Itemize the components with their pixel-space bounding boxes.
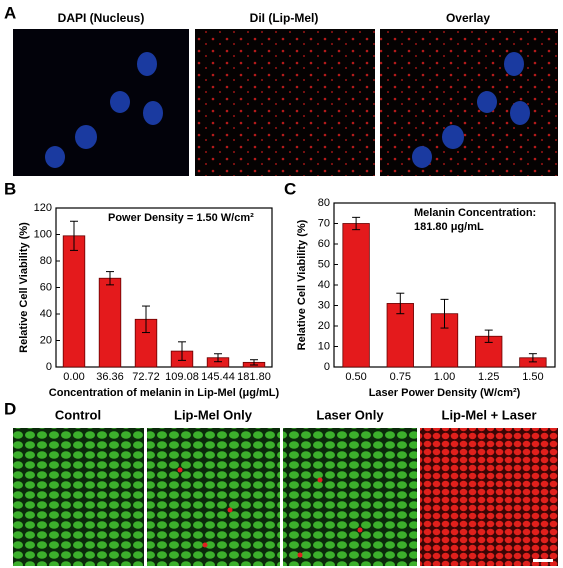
combo-image [420, 428, 558, 566]
y-tick-label: 40 [40, 308, 52, 320]
y-tick-label: 0 [46, 361, 52, 373]
x-tick-label: 145.44 [201, 371, 235, 383]
plot-frame [55, 207, 273, 368]
x-tick-label: 0.00 [63, 371, 84, 383]
image-title: Lip-Mel + Laser [442, 407, 537, 422]
x-tick-label: 36.36 [96, 371, 124, 383]
bar [98, 277, 122, 368]
x-tick-label: 109.08 [165, 371, 199, 383]
nucleus [45, 146, 65, 168]
nucleus [110, 91, 130, 113]
bar [342, 223, 370, 368]
x-tick-label: 0.50 [345, 371, 366, 383]
panel-label: B [4, 179, 16, 198]
nucleus [477, 91, 497, 113]
dapi-image [13, 29, 189, 176]
dead-cell [297, 552, 303, 558]
y-tick-label: 50 [318, 258, 330, 270]
nucleus [442, 125, 464, 149]
image-title: Control [55, 407, 101, 422]
dead-cell [357, 527, 363, 533]
dead-cell [177, 467, 183, 473]
nucleus [412, 146, 432, 168]
y-tick-label: 10 [318, 340, 330, 352]
y-tick-label: 100 [34, 228, 52, 240]
y-tick-label: 120 [34, 202, 52, 214]
nucleus [137, 52, 157, 76]
nucleus [143, 101, 163, 125]
annotation: Power Density = 1.50 W/cm² [108, 212, 254, 224]
y-tick-label: 60 [318, 238, 330, 250]
scale-bar [533, 559, 553, 562]
annotation: 181.80 μg/mL [414, 221, 484, 233]
overlay-dots [380, 29, 558, 176]
dead-cell [317, 477, 323, 483]
nuclei [45, 52, 530, 168]
image-title: Laser Only [316, 407, 384, 422]
x-tick-label: 1.00 [434, 371, 455, 383]
x-tick-label: 181.80 [237, 371, 271, 383]
bar [62, 235, 86, 368]
y-tick-label: 0 [324, 361, 330, 373]
y-axis-title: Relative Cell Viability (%) [18, 222, 30, 353]
x-axis-title: Laser Power Density (W/cm²) [369, 387, 521, 399]
image-title: DiI (Lip-Mel) [250, 11, 319, 25]
panel-label: C [284, 179, 296, 198]
x-tick-label: 1.50 [522, 371, 543, 383]
annotation: Melanin Concentration: [414, 207, 536, 219]
x-tick-label: 0.75 [390, 371, 411, 383]
nucleus [504, 52, 524, 76]
image-title: Overlay [446, 11, 490, 25]
nucleus [510, 101, 530, 125]
y-tick-label: 40 [318, 279, 330, 291]
y-axis-title: Relative Cell Viability (%) [296, 219, 308, 350]
dead-cells [177, 467, 363, 558]
dead-cell [227, 507, 233, 513]
lipmel-image [147, 428, 280, 566]
y-tick-label: 20 [40, 334, 52, 346]
panel-label: D [4, 399, 16, 418]
y-tick-label: 70 [318, 217, 330, 229]
laser-image [283, 428, 417, 566]
dil-dots [195, 29, 375, 176]
y-tick-label: 80 [40, 255, 52, 267]
y-tick-label: 80 [318, 197, 330, 209]
y-tick-label: 20 [318, 320, 330, 332]
x-tick-label: 1.25 [478, 371, 499, 383]
x-axis-title: Concentration of melanin in Lip-Mel (μg/… [49, 387, 280, 399]
y-tick-label: 60 [40, 281, 52, 293]
x-tick-label: 72.72 [132, 371, 160, 383]
control-image [13, 428, 144, 566]
image-title: Lip-Mel Only [174, 407, 253, 422]
dead-cell [202, 542, 208, 548]
y-tick-label: 30 [318, 299, 330, 311]
panel-label: A [4, 3, 16, 22]
image-title: DAPI (Nucleus) [58, 11, 145, 25]
nucleus [75, 125, 97, 149]
